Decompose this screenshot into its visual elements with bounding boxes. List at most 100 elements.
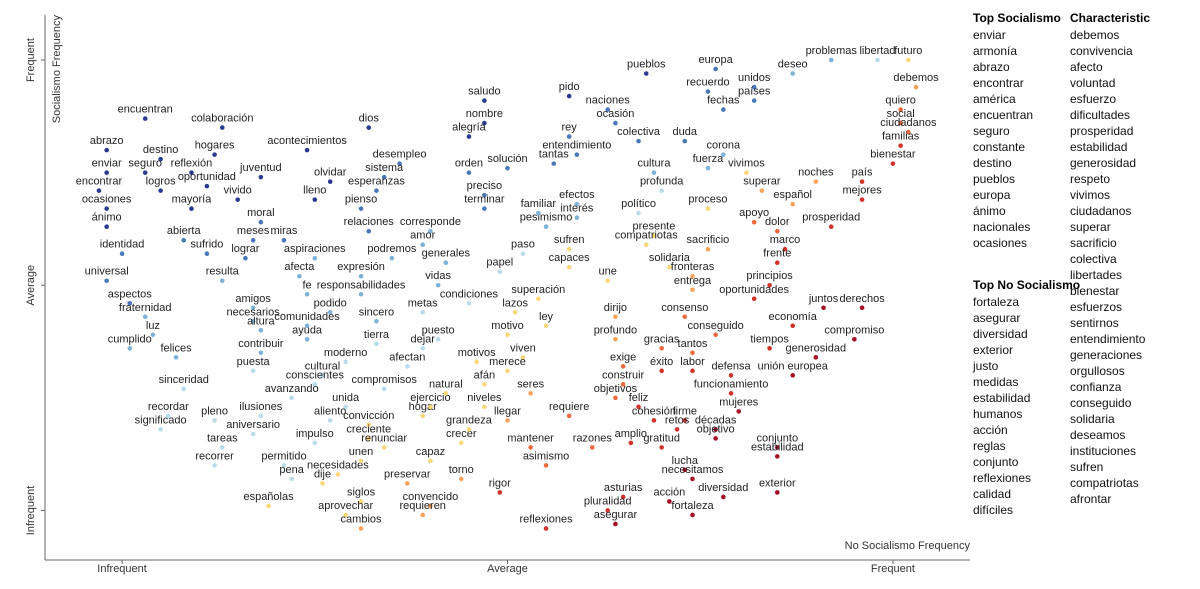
point bbox=[212, 152, 217, 157]
point-label: ánimo bbox=[92, 212, 122, 224]
point-label: mayoría bbox=[172, 194, 213, 206]
point bbox=[613, 521, 618, 527]
point bbox=[813, 179, 819, 184]
point bbox=[304, 323, 310, 329]
point bbox=[520, 355, 526, 360]
point-label: efectos bbox=[559, 189, 595, 201]
point-label: países bbox=[738, 86, 771, 98]
point-label: cumplido bbox=[108, 333, 152, 345]
point bbox=[204, 183, 210, 189]
list-title: Top No Socialismo bbox=[973, 278, 1080, 292]
point bbox=[250, 368, 256, 374]
point bbox=[466, 134, 472, 139]
point-label: ilusiones bbox=[239, 401, 282, 413]
point-label: aniversario bbox=[226, 419, 280, 431]
point bbox=[767, 346, 772, 351]
point bbox=[690, 350, 695, 356]
y-axis-title: Socialismo Frequency bbox=[51, 15, 63, 124]
point bbox=[682, 138, 688, 144]
point-label: ocasión bbox=[596, 108, 634, 120]
point-label: sufren bbox=[554, 234, 585, 246]
point bbox=[682, 418, 688, 423]
list-word: confianza bbox=[1070, 380, 1122, 394]
point-label: capaces bbox=[549, 252, 590, 264]
point bbox=[682, 314, 688, 320]
point-label: motivos bbox=[458, 347, 496, 359]
point bbox=[605, 508, 611, 513]
point-label: proceso bbox=[688, 194, 727, 206]
point bbox=[312, 382, 318, 387]
point-label: solidaria bbox=[649, 252, 691, 264]
point bbox=[343, 359, 348, 365]
point bbox=[605, 107, 611, 112]
point-label: meses bbox=[237, 225, 270, 237]
point bbox=[482, 404, 487, 410]
point bbox=[759, 188, 765, 193]
point-label: desempleo bbox=[373, 149, 427, 161]
point bbox=[258, 219, 264, 225]
point-label: aprovechar bbox=[318, 500, 373, 512]
point bbox=[104, 278, 109, 284]
point bbox=[528, 391, 533, 396]
point-label: identidad bbox=[100, 239, 145, 251]
point-label: abrazo bbox=[90, 135, 124, 147]
point-label: estabilidad bbox=[751, 441, 804, 453]
point bbox=[543, 323, 549, 329]
point bbox=[104, 206, 109, 211]
point bbox=[420, 242, 426, 248]
point bbox=[852, 336, 857, 342]
list-word: américa bbox=[973, 92, 1016, 106]
point-label: unión europea bbox=[758, 360, 829, 372]
point-label: unida bbox=[332, 392, 360, 404]
point-label: capaz bbox=[416, 446, 445, 458]
point bbox=[366, 436, 372, 441]
point bbox=[304, 147, 310, 153]
point-label: ciudadanos bbox=[880, 117, 937, 129]
point bbox=[219, 278, 225, 284]
point bbox=[428, 228, 433, 234]
point bbox=[96, 188, 102, 193]
point bbox=[543, 526, 549, 531]
point-label: reflexiones bbox=[519, 513, 573, 525]
point-label: podremos bbox=[367, 243, 416, 255]
point-label: pluralidad bbox=[584, 495, 632, 507]
point bbox=[428, 404, 433, 410]
point-label: naciones bbox=[586, 95, 631, 107]
point-label: razones bbox=[573, 432, 613, 444]
point bbox=[127, 300, 133, 306]
list-word: vivimos bbox=[1070, 188, 1110, 202]
list-word: compatriotas bbox=[1070, 476, 1139, 490]
point bbox=[690, 368, 695, 374]
point-label: compromiso bbox=[824, 324, 884, 336]
point bbox=[428, 458, 433, 464]
point-label: profunda bbox=[640, 176, 684, 188]
point bbox=[705, 206, 711, 211]
point bbox=[628, 440, 634, 446]
point-label: generales bbox=[422, 248, 471, 260]
point bbox=[104, 224, 109, 229]
point-label: sufrido bbox=[190, 239, 223, 251]
point-label: llegar bbox=[494, 405, 521, 417]
list-word: fortaleza bbox=[973, 295, 1019, 309]
point bbox=[312, 440, 318, 446]
point-label: mejores bbox=[843, 185, 883, 197]
point-label: preservar bbox=[384, 468, 431, 480]
point-label: creciente bbox=[346, 423, 391, 435]
point-label: cultura bbox=[637, 158, 671, 170]
point bbox=[859, 197, 865, 202]
list-word: acción bbox=[973, 423, 1008, 437]
point bbox=[890, 161, 896, 166]
point-label: familiar bbox=[521, 198, 557, 210]
point bbox=[651, 418, 657, 423]
point bbox=[204, 251, 210, 257]
x-axis-title: No Socialismo Frequency bbox=[845, 540, 971, 552]
y-tick-label: Average bbox=[25, 265, 37, 306]
point bbox=[435, 336, 441, 342]
point bbox=[859, 179, 865, 184]
point-label: vidas bbox=[425, 270, 451, 282]
list-word: europa bbox=[973, 188, 1011, 202]
point-label: afán bbox=[474, 369, 495, 381]
point bbox=[104, 170, 109, 175]
